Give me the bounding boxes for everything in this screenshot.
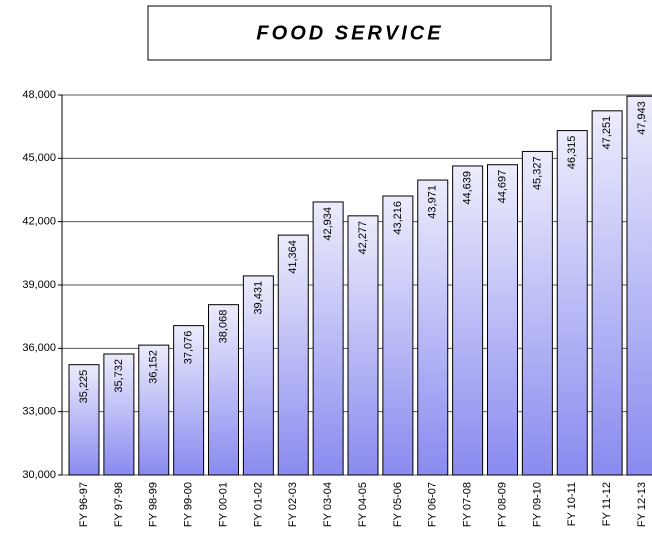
y-tick-label: 45,000 xyxy=(22,152,56,164)
x-tick-label: FY 97-98 xyxy=(113,482,125,527)
value-label: 37,076 xyxy=(183,331,195,365)
value-label: 36,152 xyxy=(148,350,160,384)
value-label: 35,225 xyxy=(78,370,90,404)
value-label: 46,315 xyxy=(566,136,578,170)
value-label: 39,431 xyxy=(252,281,264,315)
y-tick-label: 42,000 xyxy=(22,216,56,228)
y-tick-label: 39,000 xyxy=(22,279,56,291)
value-label: 45,327 xyxy=(531,156,543,190)
value-label: 47,251 xyxy=(601,116,613,150)
x-tick-label: FY 11-12 xyxy=(601,482,613,526)
value-label: 43,216 xyxy=(392,201,404,235)
value-label: 44,639 xyxy=(462,171,474,205)
bar xyxy=(208,304,239,476)
bar xyxy=(521,150,553,476)
value-label: 42,277 xyxy=(357,221,369,255)
value-label: 35,732 xyxy=(113,359,125,393)
bar xyxy=(68,364,100,476)
x-tick-label: FY 98-99 xyxy=(148,482,160,527)
x-tick-label: FY 96-97 xyxy=(78,482,90,527)
x-tick-label: FY 10-11 xyxy=(566,482,578,526)
x-tick-label: FY 07-08 xyxy=(462,482,474,527)
x-tick-label: FY 08-09 xyxy=(496,482,508,527)
x-tick-label: FY 04-05 xyxy=(357,482,369,527)
bar xyxy=(487,164,518,476)
value-label: 43,971 xyxy=(427,185,439,219)
bar xyxy=(382,195,414,476)
value-label: 47,943 xyxy=(636,101,648,135)
bar xyxy=(103,353,135,476)
bar xyxy=(312,201,344,476)
bar xyxy=(173,325,205,476)
bar xyxy=(417,179,449,476)
bar xyxy=(452,165,484,476)
x-tick-label: FY 05-06 xyxy=(392,482,404,527)
x-tick-label: FY 00-01 xyxy=(217,482,229,527)
y-tick-label: 48,000 xyxy=(22,89,56,101)
y-tick-label: 33,000 xyxy=(22,406,56,418)
x-tick-label: FY 01-02 xyxy=(252,482,264,527)
bar xyxy=(347,215,379,476)
x-tick-label: FY 06-07 xyxy=(427,482,439,527)
x-tick-label: FY 03-04 xyxy=(322,482,334,527)
y-tick-label: 36,000 xyxy=(22,342,56,354)
x-tick-label: FY 99-00 xyxy=(183,482,195,527)
bar xyxy=(242,275,274,476)
chart-title: FOOD SERVICE xyxy=(256,22,443,44)
value-label: 44,697 xyxy=(496,170,508,204)
bar xyxy=(591,110,623,476)
title-box xyxy=(147,5,552,61)
bar xyxy=(277,234,309,476)
bar xyxy=(556,130,588,476)
bar xyxy=(626,95,652,476)
value-label: 38,068 xyxy=(217,310,229,344)
bar xyxy=(138,344,170,476)
x-tick-label: FY 12-13 xyxy=(636,482,648,527)
y-tick-label: 30,000 xyxy=(22,469,56,481)
value-label: 42,934 xyxy=(322,207,334,241)
value-label: 41,364 xyxy=(287,240,299,274)
x-tick-label: FY 02-03 xyxy=(287,482,299,527)
x-tick-label: FY 09-10 xyxy=(531,482,543,527)
